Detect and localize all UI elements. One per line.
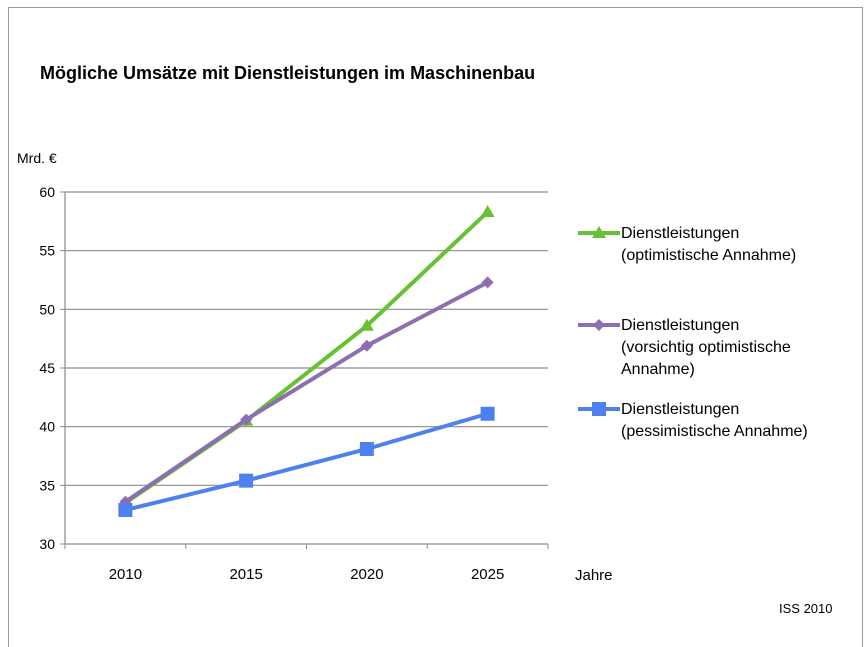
- data-point-diamond: [481, 276, 494, 289]
- y-tick-label: 50: [39, 301, 55, 317]
- data-point-diamond: [240, 413, 253, 426]
- y-axis-label: Mrd. €: [17, 150, 57, 166]
- chart-title: Mögliche Umsätze mit Dienstleistungen im…: [40, 63, 536, 83]
- source-note: ISS 2010: [779, 601, 833, 616]
- legend-label: Dienstleistungen: [621, 225, 739, 242]
- y-tick-label: 55: [39, 243, 55, 259]
- legend-marker-diamond: [593, 319, 605, 331]
- series-line-triangle: [124, 210, 489, 505]
- data-point-diamond: [360, 339, 373, 352]
- legend-label: (pessimistische Annahme): [621, 423, 808, 440]
- data-point-square: [359, 441, 374, 456]
- y-tick-label: 30: [39, 536, 55, 552]
- data-point-triangle: [359, 318, 374, 331]
- y-tick-label: 40: [39, 419, 55, 435]
- legend-marker-square: [592, 402, 606, 416]
- x-tick-label: 2020: [350, 566, 383, 583]
- legend-label: Dienstleistungen: [621, 317, 739, 334]
- legend-label: Dienstleistungen: [621, 401, 739, 418]
- legend-label: (vorsichtig optimistische: [621, 339, 791, 356]
- y-tick-label: 45: [39, 360, 55, 376]
- x-axis-label: Jahre: [575, 567, 613, 584]
- chart-frame: [8, 7, 863, 647]
- legend-marker-triangle: [592, 226, 606, 238]
- legend-label: (optimistische Annahme): [621, 247, 796, 264]
- y-tick-label: 35: [39, 477, 55, 493]
- y-tick-label: 60: [39, 184, 55, 200]
- data-point-triangle: [480, 204, 495, 217]
- series-line-square: [124, 411, 489, 512]
- x-tick-label: 2010: [109, 566, 142, 583]
- x-tick-label: 2015: [229, 566, 262, 583]
- data-point-square: [480, 406, 495, 421]
- data-point-square: [239, 473, 254, 488]
- series-line-diamond: [124, 280, 489, 504]
- legend-label: Annahme): [621, 361, 695, 378]
- x-tick-label: 2025: [471, 566, 504, 583]
- data-point-square: [118, 502, 133, 517]
